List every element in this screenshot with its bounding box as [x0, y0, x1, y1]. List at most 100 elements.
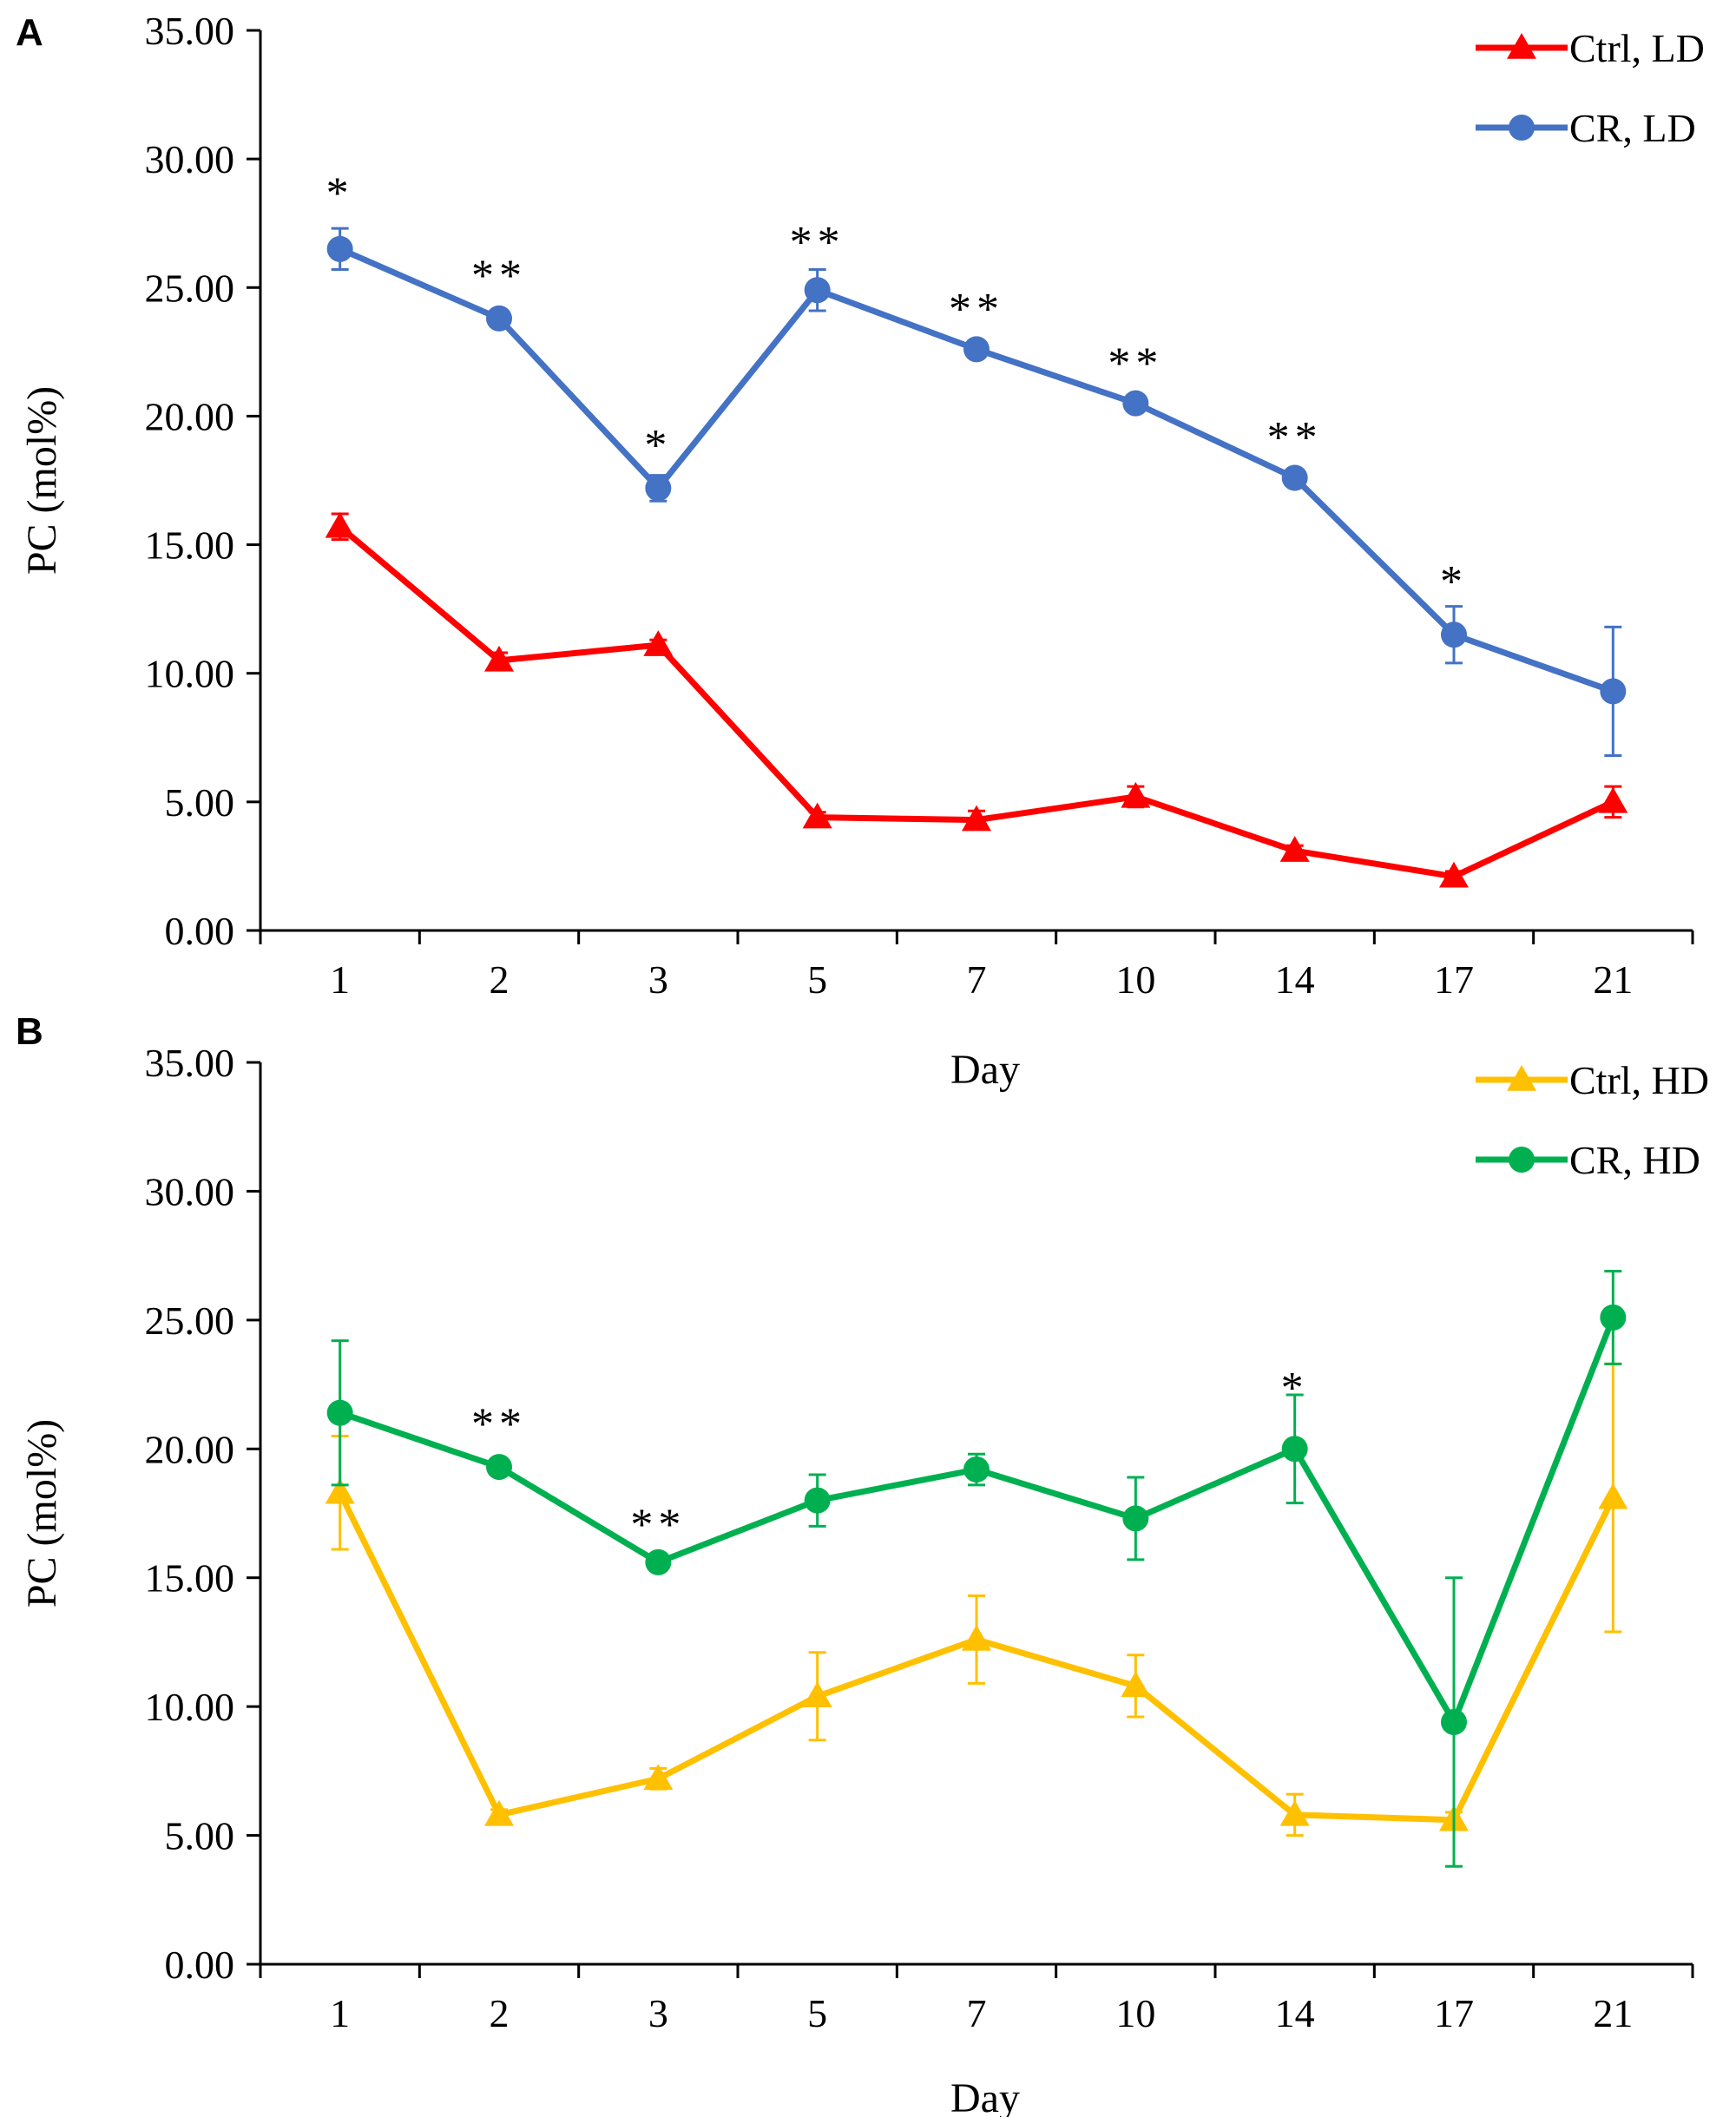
y-tick-label: 35.00: [145, 9, 235, 53]
legend-label: Ctrl, LD: [1569, 26, 1705, 70]
x-tick-label: 10: [1115, 957, 1155, 1002]
x-tick-label: 1: [330, 1991, 350, 2035]
legend-marker: [1509, 1147, 1535, 1173]
panel-letter-a: A: [16, 11, 43, 54]
legend-label: CR, HD: [1569, 1138, 1700, 1182]
y-tick-label: 30.00: [145, 137, 235, 181]
data-point: [962, 805, 991, 832]
data-point: [645, 1548, 672, 1575]
significance-label: **: [1108, 339, 1163, 388]
significance-label: **: [949, 285, 1004, 334]
data-point: [962, 1624, 991, 1651]
y-tick-label: 0.00: [165, 1943, 235, 1987]
data-point: [1281, 1436, 1308, 1463]
x-tick-label: 21: [1593, 1991, 1633, 2035]
significance-label: **: [471, 1400, 527, 1450]
x-tick-label: 7: [967, 1991, 987, 2035]
y-tick-label: 5.00: [165, 780, 235, 825]
data-point: [804, 1487, 831, 1514]
series-1: [326, 227, 1627, 758]
y-tick-label: 10.00: [145, 652, 235, 696]
data-point: [1600, 678, 1627, 705]
x-axis-title: Day: [950, 1047, 1020, 1093]
x-tick-label: 21: [1593, 957, 1633, 1002]
x-tick-label: 17: [1434, 1991, 1474, 2035]
y-tick-label: 35.00: [145, 1041, 235, 1085]
data-point: [1122, 1505, 1149, 1532]
y-tick-label: 5.00: [165, 1814, 235, 1858]
data-point: [1600, 1304, 1627, 1331]
panel-b-chart: B 0.00 5.00 10.00 15.00 20.00 25.00 30.00 35.00…: [16, 1010, 1709, 2117]
x-tick-label: 2: [490, 957, 510, 1002]
data-point: [1121, 1671, 1151, 1698]
x-tick-label: 3: [648, 1991, 668, 2035]
significance-label: *: [326, 169, 354, 219]
x-tick-label: 7: [967, 957, 987, 1002]
data-point: [1441, 1708, 1467, 1735]
x-tick-label: 5: [807, 957, 827, 1002]
data-point: [1279, 1799, 1310, 1826]
data-point: [1279, 836, 1310, 862]
data-point: [1439, 861, 1469, 888]
x-tick-label: 5: [807, 1991, 827, 2035]
series-0: [325, 1362, 1628, 1838]
y-tick-label: 0.00: [165, 909, 235, 953]
x-axis-title: Day: [950, 2075, 1020, 2117]
legend-marker: [1507, 33, 1536, 59]
legend-entry: CR, HD: [1476, 1138, 1700, 1182]
data-point: [645, 475, 672, 502]
x-tick-label: 2: [490, 1991, 510, 2035]
data-point: [325, 1477, 355, 1504]
significance-label: *: [1440, 557, 1468, 607]
data-point: [643, 630, 674, 656]
data-point: [1598, 786, 1628, 813]
panel-letter-b: B: [16, 1010, 43, 1053]
legend-marker: [1509, 115, 1535, 141]
series-0: [325, 511, 1628, 888]
panel-a-chart: A 0.00 5.00 10.00 15.00 20.00 25.00 30.00 35.00…: [16, 9, 1705, 1093]
y-tick-label: 20.00: [145, 1427, 235, 1471]
significance-label: **: [471, 252, 527, 301]
legend-marker: [1507, 1065, 1536, 1091]
data-point: [1441, 621, 1467, 648]
significance-label: **: [790, 218, 845, 267]
legend-label: Ctrl, HD: [1569, 1058, 1709, 1102]
series-1: [326, 1269, 1627, 1868]
significance-label: *: [1281, 1364, 1309, 1413]
significance-label: *: [644, 421, 672, 470]
legend-label: CR, LD: [1569, 106, 1696, 150]
x-tick-label: 17: [1434, 957, 1474, 1002]
data-point: [643, 1764, 674, 1791]
data-point: [326, 1399, 353, 1426]
data-point: [326, 235, 353, 262]
significance-label: **: [1267, 413, 1323, 463]
data-point: [804, 277, 831, 304]
data-point: [1598, 1483, 1628, 1509]
data-point: [802, 802, 832, 829]
y-axis-title: PC (mol%): [19, 386, 65, 575]
data-point: [484, 645, 514, 672]
data-point: [1121, 781, 1151, 808]
data-point: [802, 1681, 832, 1708]
data-point: [1281, 464, 1308, 491]
x-tick-label: 3: [648, 957, 668, 1002]
y-tick-label: 10.00: [145, 1685, 235, 1729]
data-point: [486, 1454, 512, 1481]
y-tick-label: 15.00: [145, 523, 235, 568]
x-tick-label: 10: [1115, 1991, 1155, 2035]
x-tick-label: 14: [1275, 957, 1315, 1002]
y-tick-label: 25.00: [145, 1298, 235, 1343]
data-point: [486, 305, 512, 332]
x-tick-label: 1: [330, 957, 350, 1002]
y-axis-title: PC (mol%): [19, 1419, 65, 1607]
data-point: [325, 511, 355, 538]
data-point: [963, 1456, 990, 1483]
legend-entry: CR, LD: [1476, 106, 1696, 150]
legend-entry: Ctrl, LD: [1476, 26, 1705, 70]
legend-entry: Ctrl, HD: [1476, 1058, 1709, 1102]
significance-label: **: [630, 1500, 686, 1549]
y-tick-label: 20.00: [145, 394, 235, 438]
data-point: [963, 336, 990, 363]
y-tick-label: 30.00: [145, 1169, 235, 1213]
